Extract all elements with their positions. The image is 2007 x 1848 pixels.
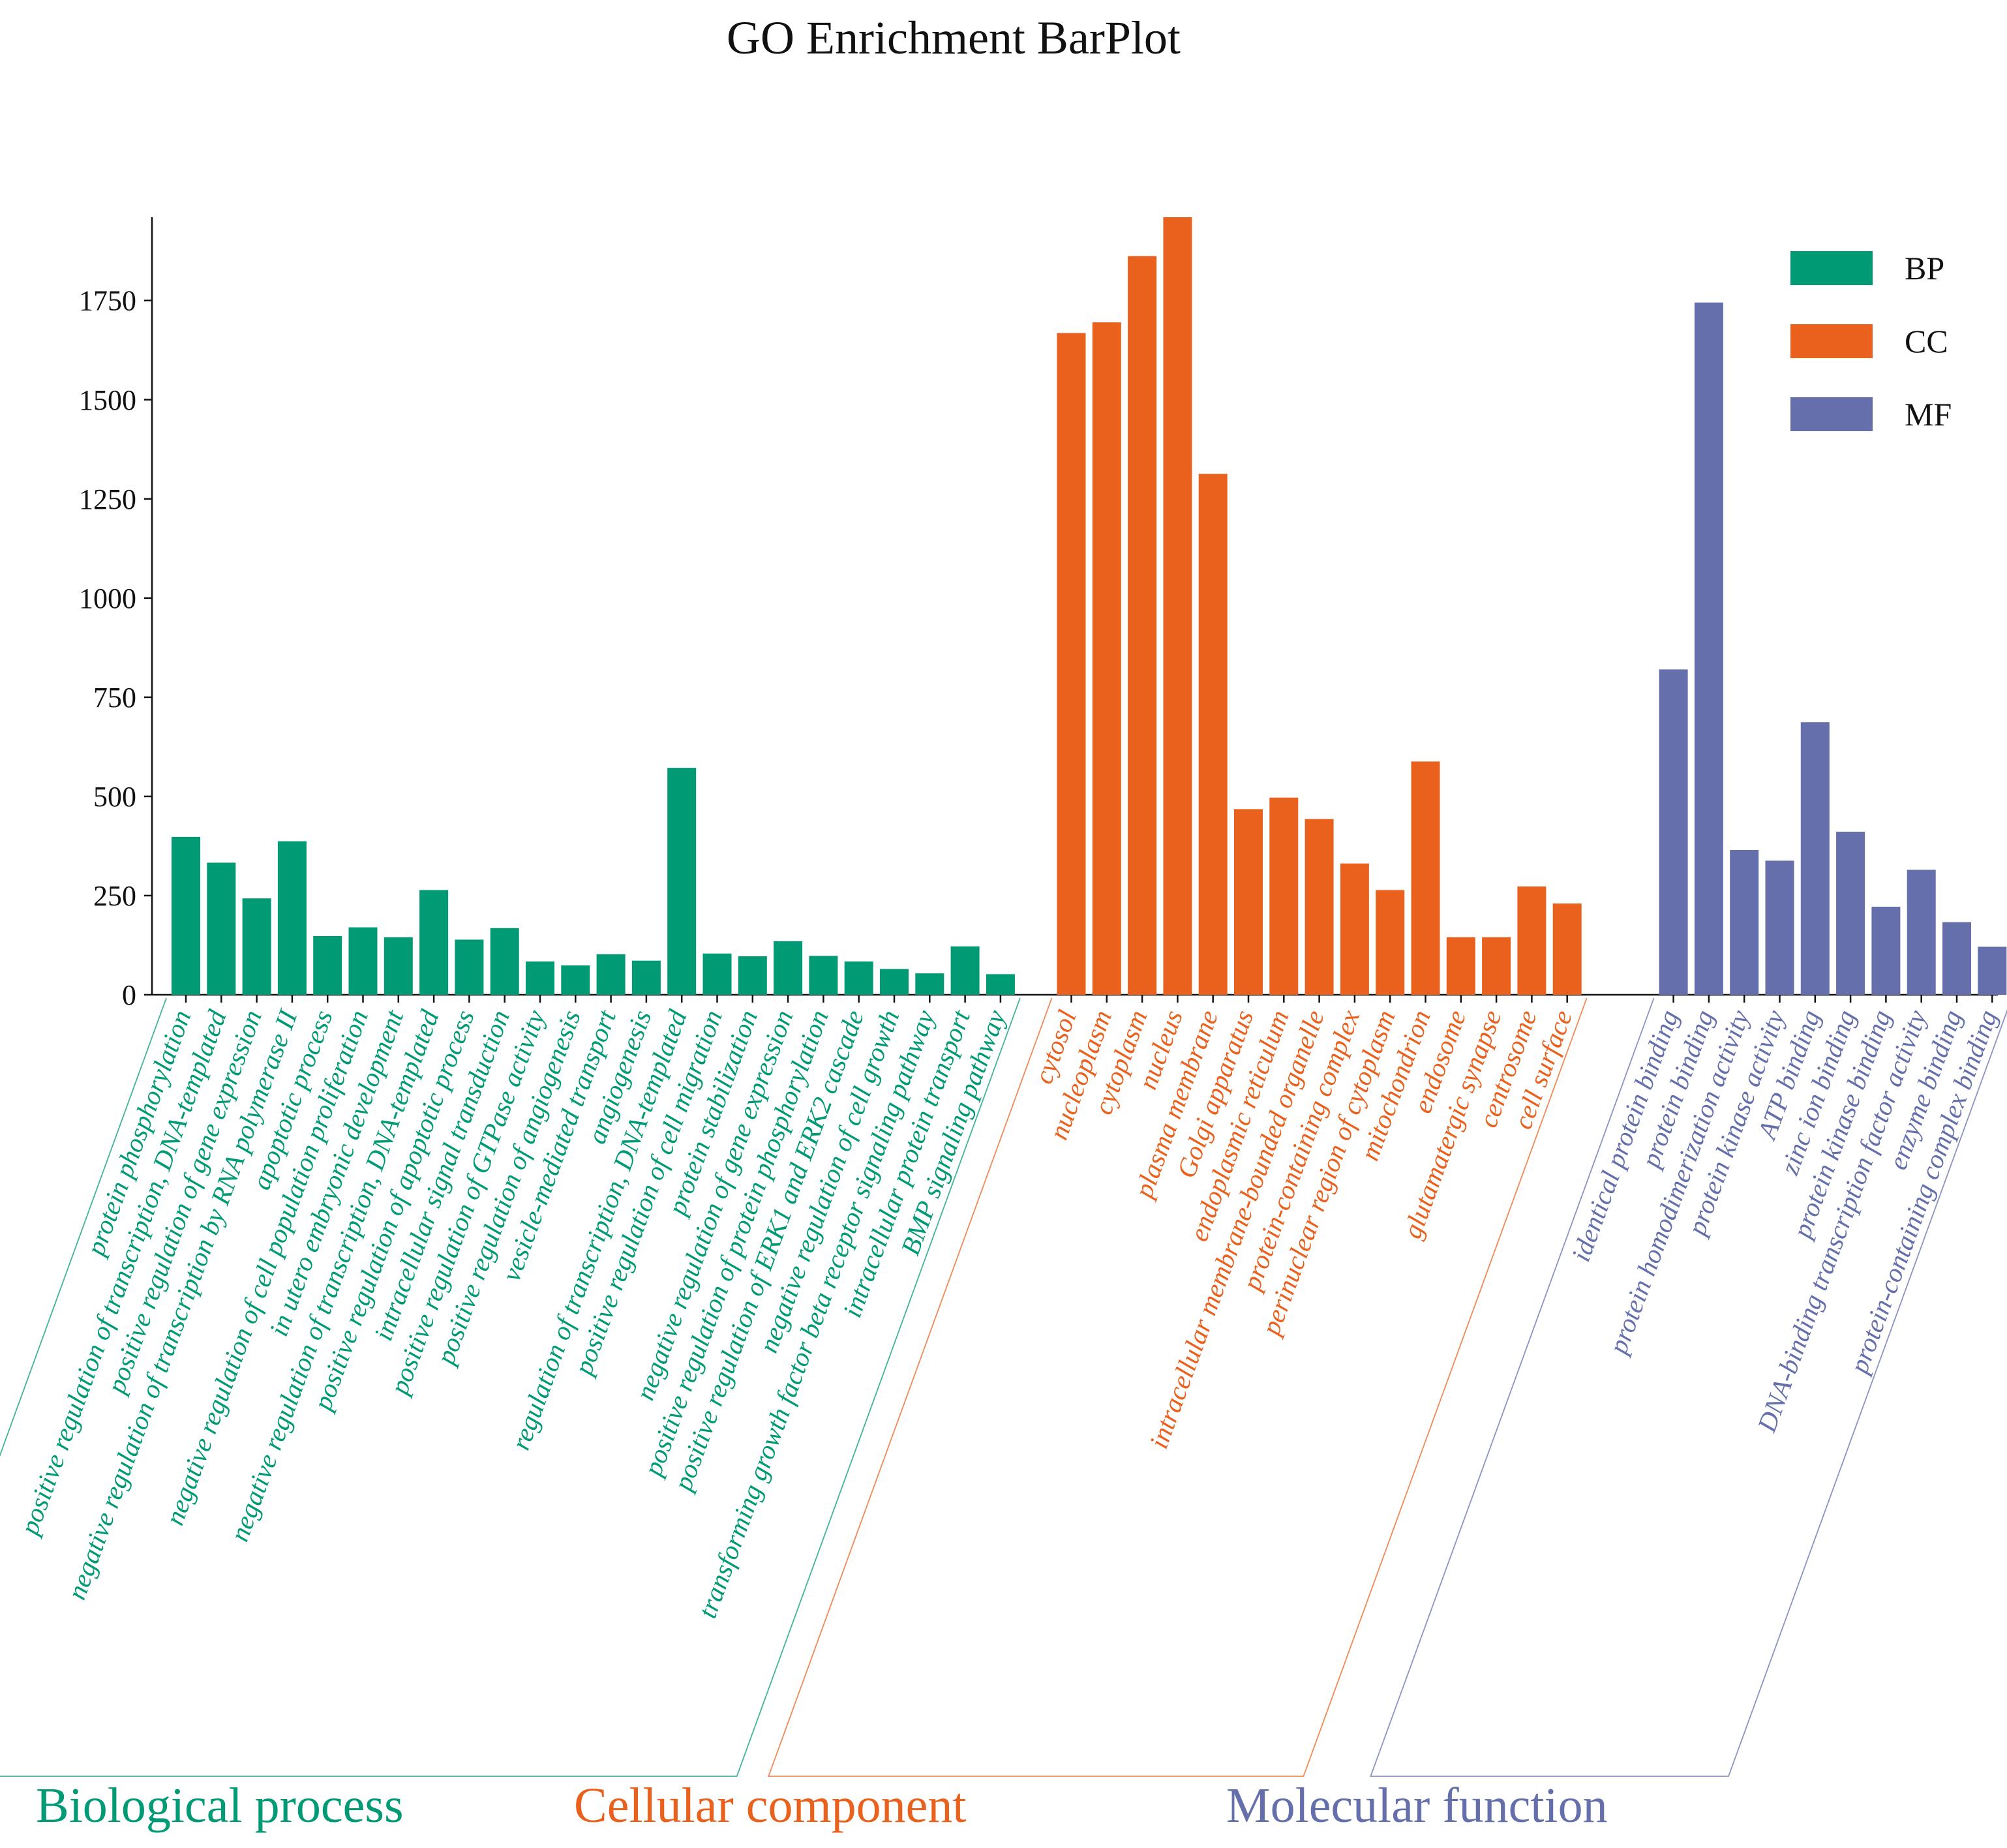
bar-mf — [1659, 669, 1688, 995]
bar-cc — [1128, 256, 1157, 995]
legend-swatch-cc — [1790, 324, 1873, 358]
bar-mf — [1836, 832, 1865, 995]
bar-bp — [384, 937, 413, 995]
bar-bp — [313, 935, 342, 995]
bar-bp — [526, 961, 554, 995]
bar-bp — [277, 841, 307, 995]
bar-bp — [631, 960, 661, 995]
bar-cc — [1305, 819, 1334, 995]
bar-cc — [1057, 333, 1086, 995]
group-bracket-mf — [1370, 997, 2007, 1777]
group-bracket-bp — [0, 997, 1021, 1777]
y-tick-label: 1500 — [79, 384, 136, 416]
bar-bp — [667, 768, 697, 995]
bar-bp — [207, 862, 236, 995]
bar-bp — [561, 965, 590, 995]
bar-bp — [809, 956, 838, 995]
bar-bp — [490, 928, 519, 995]
bar-bp — [596, 954, 626, 995]
bar-mf — [1907, 870, 1936, 995]
bar-cc — [1198, 474, 1228, 995]
chart-title: GO Enrichment BarPlot — [727, 12, 1181, 64]
legend-label-cc: CC — [1905, 323, 1948, 359]
bar-bp — [986, 974, 1015, 995]
bar-cc — [1552, 903, 1582, 995]
legend: BP CC MF — [1790, 250, 1952, 432]
bar-bp — [915, 973, 944, 995]
group-title-bp: Biological process — [36, 1778, 404, 1833]
legend-swatch-mf — [1790, 397, 1873, 431]
bar-cc — [1269, 797, 1299, 995]
bar-bp — [880, 969, 909, 995]
bar-cc — [1411, 761, 1440, 995]
legend-swatch-bp — [1790, 251, 1873, 285]
bar-bp — [455, 939, 484, 995]
bar-bp — [774, 941, 803, 995]
y-tick-label: 1750 — [79, 285, 136, 317]
bar-cc — [1234, 809, 1263, 995]
group-bracket-cc — [767, 997, 1588, 1777]
bar-cc — [1446, 937, 1475, 995]
bar-bp — [419, 890, 449, 995]
group-title-mf: Molecular function — [1226, 1778, 1608, 1833]
bar-bp — [348, 927, 378, 995]
bar-cc — [1340, 863, 1369, 995]
bar-mf — [1978, 947, 2007, 995]
y-tick-label: 250 — [93, 880, 136, 912]
y-tick-label: 1000 — [79, 583, 136, 614]
bar-cc — [1482, 937, 1511, 995]
bar-mf — [1871, 906, 1901, 995]
bar-cc — [1163, 217, 1192, 995]
bar-bp — [844, 961, 873, 995]
y-tick-label: 750 — [93, 682, 136, 714]
bar-mf — [1942, 922, 1971, 995]
bar-bp — [702, 953, 732, 995]
legend-label-mf: MF — [1905, 396, 1952, 432]
bar-bp — [172, 836, 200, 995]
y-tick-label: 500 — [93, 781, 136, 813]
bar-bp — [242, 898, 271, 995]
bars — [172, 217, 2007, 995]
y-tick-label: 1250 — [79, 483, 136, 515]
bar-bp — [950, 946, 980, 995]
bar-bp — [738, 956, 767, 995]
legend-label-bp: BP — [1905, 250, 1944, 286]
y-tick-label: 0 — [122, 979, 136, 1011]
bar-mf — [1800, 722, 1830, 995]
bar-cc — [1092, 322, 1121, 995]
group-title-cc: Cellular component — [574, 1778, 967, 1833]
bar-cc — [1517, 886, 1547, 995]
bar-mf — [1730, 850, 1759, 995]
bar-cc — [1376, 890, 1405, 995]
bar-mf — [1765, 860, 1794, 995]
group-brackets: Biological process Cellular component Mole… — [0, 997, 2007, 1833]
bar-mf — [1694, 302, 1723, 995]
